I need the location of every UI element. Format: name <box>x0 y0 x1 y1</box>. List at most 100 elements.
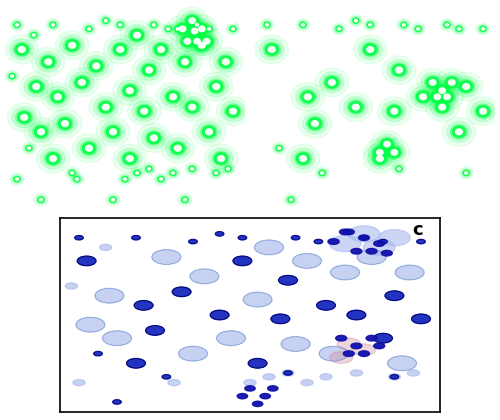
Circle shape <box>117 47 123 52</box>
Circle shape <box>184 199 186 201</box>
Circle shape <box>411 23 426 35</box>
Circle shape <box>228 24 238 33</box>
Circle shape <box>434 84 450 98</box>
Circle shape <box>36 144 70 173</box>
Circle shape <box>51 91 64 102</box>
Circle shape <box>440 91 454 102</box>
Circle shape <box>31 33 36 37</box>
Circle shape <box>200 36 213 47</box>
Circle shape <box>60 35 84 56</box>
Circle shape <box>123 153 136 164</box>
Circle shape <box>459 167 473 179</box>
Circle shape <box>161 134 194 163</box>
Circle shape <box>113 76 146 105</box>
Circle shape <box>301 91 314 102</box>
Circle shape <box>396 18 411 31</box>
Circle shape <box>46 153 60 164</box>
Circle shape <box>344 97 368 118</box>
Circle shape <box>84 55 108 76</box>
Circle shape <box>118 22 123 27</box>
Circle shape <box>141 108 148 114</box>
Circle shape <box>190 269 219 284</box>
Circle shape <box>186 15 218 42</box>
Circle shape <box>122 177 128 181</box>
Circle shape <box>8 103 41 132</box>
Circle shape <box>190 18 204 31</box>
Circle shape <box>439 88 446 93</box>
Circle shape <box>170 23 185 35</box>
Circle shape <box>398 20 409 29</box>
Circle shape <box>465 172 468 174</box>
Circle shape <box>290 199 292 201</box>
Circle shape <box>38 197 44 202</box>
Circle shape <box>82 23 96 35</box>
Circle shape <box>28 79 45 94</box>
Circle shape <box>216 97 250 126</box>
Circle shape <box>184 13 200 28</box>
Circle shape <box>315 167 330 179</box>
Circle shape <box>328 239 340 245</box>
Circle shape <box>80 52 113 80</box>
Circle shape <box>166 91 179 102</box>
Circle shape <box>284 194 298 206</box>
Circle shape <box>482 28 484 30</box>
Circle shape <box>104 124 122 139</box>
Circle shape <box>413 24 424 33</box>
Circle shape <box>406 82 440 111</box>
Circle shape <box>436 69 468 96</box>
Circle shape <box>340 229 350 235</box>
Circle shape <box>368 148 392 169</box>
Circle shape <box>367 47 374 52</box>
Circle shape <box>176 24 189 34</box>
Circle shape <box>150 135 157 141</box>
Circle shape <box>137 123 170 152</box>
Circle shape <box>336 336 346 341</box>
Circle shape <box>166 15 198 42</box>
Circle shape <box>94 97 118 118</box>
Circle shape <box>146 165 152 172</box>
Circle shape <box>458 28 460 30</box>
Circle shape <box>188 239 198 244</box>
Circle shape <box>200 72 233 101</box>
Circle shape <box>300 156 306 161</box>
Circle shape <box>431 91 444 102</box>
Circle shape <box>474 104 492 119</box>
Circle shape <box>74 177 80 181</box>
Circle shape <box>378 139 410 166</box>
Circle shape <box>371 151 388 166</box>
Circle shape <box>388 105 401 117</box>
Circle shape <box>386 104 403 119</box>
Circle shape <box>387 60 411 80</box>
Circle shape <box>12 175 22 184</box>
Circle shape <box>216 232 224 236</box>
Circle shape <box>248 359 267 368</box>
Circle shape <box>221 163 236 175</box>
Circle shape <box>461 168 471 177</box>
Circle shape <box>112 42 129 57</box>
Circle shape <box>330 352 353 363</box>
Circle shape <box>354 35 387 64</box>
Circle shape <box>96 117 130 146</box>
Circle shape <box>170 94 176 100</box>
Circle shape <box>380 139 394 150</box>
Circle shape <box>395 265 424 280</box>
Circle shape <box>376 150 383 155</box>
Circle shape <box>72 175 82 184</box>
Circle shape <box>190 36 203 47</box>
Text: c: c <box>412 221 422 239</box>
Circle shape <box>16 24 18 26</box>
Circle shape <box>172 24 183 33</box>
Circle shape <box>162 375 170 379</box>
Circle shape <box>173 52 197 72</box>
Circle shape <box>113 18 128 31</box>
Circle shape <box>137 60 161 80</box>
Circle shape <box>196 24 198 26</box>
Circle shape <box>392 64 406 76</box>
Circle shape <box>450 124 468 139</box>
Circle shape <box>178 194 192 206</box>
Circle shape <box>262 20 272 29</box>
Circle shape <box>118 80 142 101</box>
Circle shape <box>77 138 101 159</box>
Circle shape <box>458 79 475 94</box>
Circle shape <box>142 163 156 175</box>
